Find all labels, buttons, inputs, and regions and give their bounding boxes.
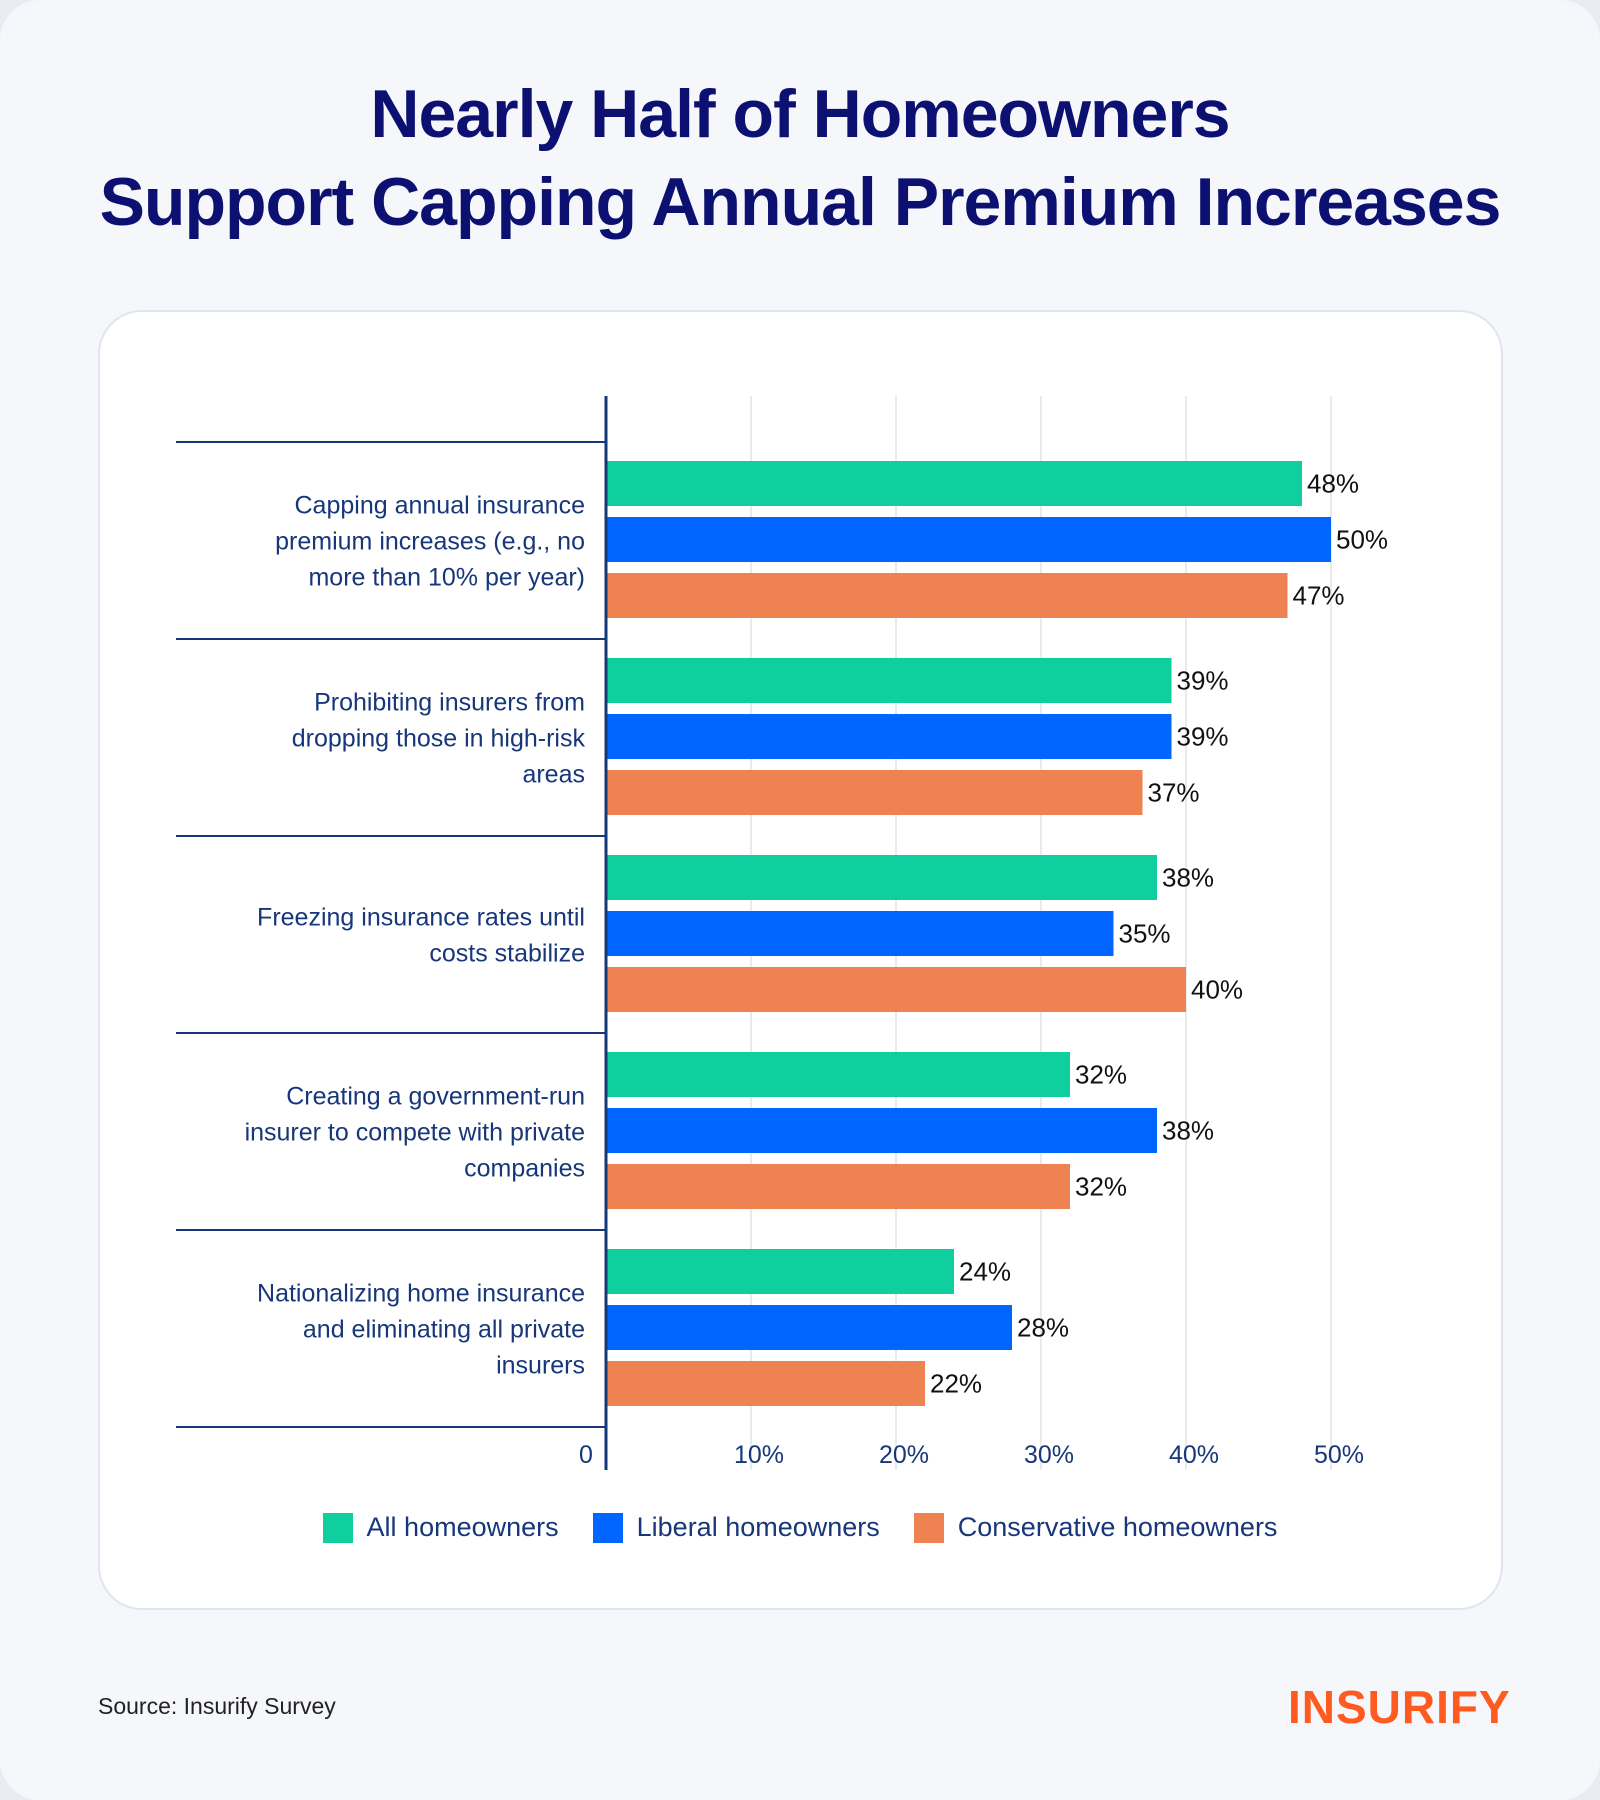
category-label: Creating a government-run bbox=[286, 1083, 585, 1111]
category-label: Prohibiting insurers from bbox=[314, 689, 585, 717]
data-label: 35% bbox=[1119, 919, 1171, 949]
legend-swatch bbox=[592, 1512, 623, 1543]
data-label: 28% bbox=[1017, 1313, 1069, 1343]
title-line-1: Nearly Half of Homeowners bbox=[370, 76, 1230, 152]
legend-swatch bbox=[913, 1512, 944, 1543]
bar-liberal-homeowners bbox=[606, 714, 1172, 759]
x-tick-label: 10% bbox=[734, 1441, 784, 1469]
legend: All homeowners Liberal homeowners Conserva… bbox=[0, 1512, 1600, 1543]
category-label: areas bbox=[522, 761, 585, 789]
legend-label: All homeowners bbox=[366, 1512, 559, 1542]
legend-item: All homeowners bbox=[322, 1512, 559, 1543]
category-label: Freezing insurance rates until bbox=[257, 904, 585, 932]
data-label: 48% bbox=[1307, 469, 1359, 499]
data-label: 39% bbox=[1177, 722, 1229, 752]
data-label: 22% bbox=[930, 1369, 982, 1399]
bar-all-homeowners bbox=[606, 461, 1302, 506]
legend-swatch bbox=[322, 1512, 353, 1543]
bar-all-homeowners bbox=[606, 855, 1157, 900]
bar-conservative-homeowners bbox=[606, 770, 1143, 815]
category-label: premium increases (e.g., no bbox=[275, 528, 585, 556]
bar-all-homeowners bbox=[606, 1249, 954, 1294]
bar-conservative-homeowners bbox=[606, 1361, 925, 1406]
x-tick-label: 30% bbox=[1024, 1441, 1074, 1469]
bar-all-homeowners bbox=[606, 1052, 1070, 1097]
bar-liberal-homeowners bbox=[606, 1108, 1157, 1153]
category-label: costs stabilize bbox=[429, 940, 585, 968]
data-label: 38% bbox=[1162, 1116, 1214, 1146]
data-label: 47% bbox=[1293, 581, 1345, 611]
bar-conservative-homeowners bbox=[606, 573, 1288, 618]
data-label: 32% bbox=[1075, 1060, 1127, 1090]
title-line-2: Support Capping Annual Premium Increases bbox=[99, 164, 1502, 240]
bar-conservative-homeowners bbox=[606, 967, 1186, 1012]
x-tick-label: 50% bbox=[1314, 1441, 1364, 1469]
category-label: more than 10% per year) bbox=[308, 564, 585, 592]
data-label: 39% bbox=[1177, 666, 1229, 696]
category-label: insurer to compete with private bbox=[245, 1119, 585, 1147]
x-tick-label: 40% bbox=[1169, 1441, 1219, 1469]
category-label: Nationalizing home insurance bbox=[257, 1280, 585, 1308]
category-label: and eliminating all private bbox=[303, 1316, 585, 1344]
data-label: 38% bbox=[1162, 863, 1214, 893]
bar-liberal-homeowners bbox=[606, 1305, 1012, 1350]
legend-label: Liberal homeowners bbox=[636, 1512, 880, 1542]
category-label: Capping annual insurance bbox=[295, 492, 586, 520]
data-label: 50% bbox=[1336, 525, 1388, 555]
data-label: 40% bbox=[1191, 975, 1243, 1005]
x-tick-label: 0 bbox=[579, 1441, 593, 1469]
data-label: 37% bbox=[1148, 778, 1200, 808]
x-tick-label: 20% bbox=[879, 1441, 929, 1469]
bar-conservative-homeowners bbox=[606, 1164, 1070, 1209]
category-label: insurers bbox=[496, 1352, 585, 1380]
data-label: 24% bbox=[959, 1257, 1011, 1287]
bar-all-homeowners bbox=[606, 658, 1172, 703]
legend-label: Conservative homeowners bbox=[957, 1512, 1278, 1542]
legend-item: Liberal homeowners bbox=[592, 1512, 880, 1543]
chart-title: Nearly Half of Homeowners Support Cappin… bbox=[0, 70, 1600, 246]
insurify-logo: INSURIFY bbox=[1288, 1681, 1511, 1733]
source-note: Source: Insurify Survey bbox=[98, 1693, 336, 1719]
category-label: companies bbox=[464, 1155, 585, 1183]
bar-liberal-homeowners bbox=[606, 517, 1331, 562]
legend-item: Conservative homeowners bbox=[913, 1512, 1278, 1543]
bar-liberal-homeowners bbox=[606, 911, 1114, 956]
data-label: 32% bbox=[1075, 1172, 1127, 1202]
category-label: dropping those in high-risk bbox=[292, 725, 586, 753]
